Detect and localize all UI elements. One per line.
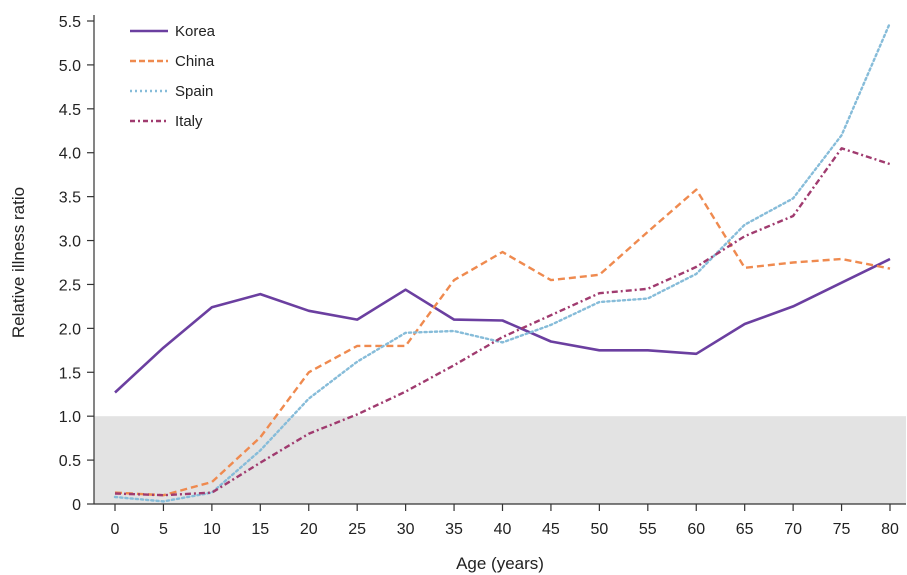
y-tick-label: 2.0 — [59, 321, 81, 338]
y-tick-label: 3.0 — [59, 234, 81, 251]
x-tick-label: 30 — [397, 521, 415, 538]
legend-label-spain: Spain — [175, 83, 213, 100]
x-tick-label: 75 — [833, 521, 851, 538]
y-tick-label: 2.5 — [59, 277, 81, 294]
x-axis-title: Age (years) — [456, 554, 544, 573]
x-tick-label: 5 — [159, 521, 168, 538]
x-tick-label: 45 — [542, 521, 560, 538]
x-tick-label: 55 — [639, 521, 657, 538]
x-tick-label: 50 — [590, 521, 608, 538]
x-tick-label: 10 — [203, 521, 221, 538]
y-tick-label: 0.5 — [59, 453, 81, 470]
series-line-korea — [114, 257, 891, 394]
x-tick-label: 80 — [881, 521, 899, 538]
y-tick-label: 4.0 — [59, 146, 81, 163]
reference-band-layer — [94, 416, 906, 504]
x-tick-label: 0 — [111, 521, 120, 538]
series-line-china — [114, 188, 891, 497]
y-tick-label: 3.5 — [59, 190, 81, 207]
legend-label-china: China — [175, 53, 215, 70]
y-tick-label: 1.0 — [59, 409, 81, 426]
series-layer — [113, 21, 892, 503]
axes-layer: 0 0.5 1.0 1.5 2.0 2.5 3.0 3.5 4.0 4.5 5.0 5.5 0 5 10 15… — [59, 14, 906, 538]
y-tick-label: 1.5 — [59, 365, 81, 382]
legend-label-korea: Korea — [175, 23, 216, 40]
x-tick-label: 40 — [494, 521, 512, 538]
x-tick-label: 70 — [784, 521, 802, 538]
x-tick-label: 15 — [251, 521, 269, 538]
x-tick-label: 35 — [445, 521, 463, 538]
legend-label-italy: Italy — [175, 113, 203, 130]
y-tick-label: 5.0 — [59, 58, 81, 75]
y-tick-label: 0 — [72, 497, 81, 514]
legend: Korea China Spain Italy — [130, 23, 216, 130]
y-tick-label: 5.5 — [59, 14, 81, 31]
x-tick-label: 20 — [300, 521, 318, 538]
series-line-spain — [113, 21, 892, 503]
x-tick-label: 60 — [687, 521, 705, 538]
shaded-band — [94, 416, 906, 504]
x-tick-label: 25 — [348, 521, 366, 538]
x-tick-label: 65 — [736, 521, 754, 538]
y-tick-label: 4.5 — [59, 102, 81, 119]
series-line-italy — [114, 147, 891, 497]
y-axis-title: Relative illness ratio — [9, 187, 28, 338]
